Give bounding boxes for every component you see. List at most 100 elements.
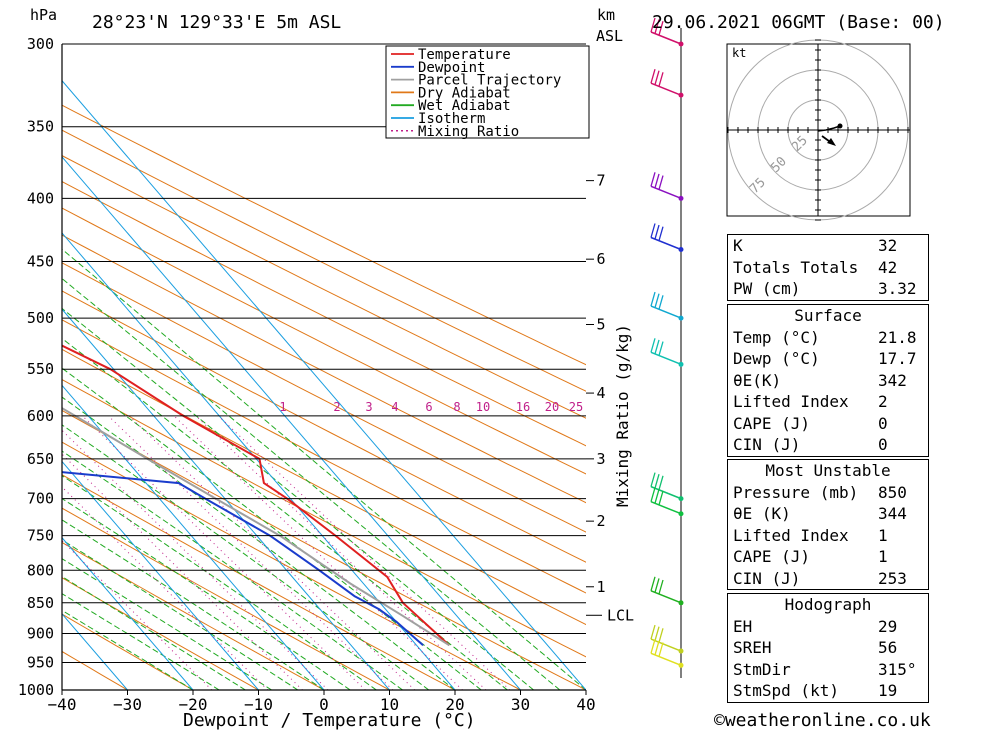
wind-barb-feather (654, 339, 660, 355)
wind-barb-feather (650, 223, 656, 238)
x-tick-label: 10 (380, 695, 399, 714)
wind-barb (650, 639, 684, 668)
km-tick-label: 5 (596, 315, 605, 333)
wet-adiabat-line (62, 475, 377, 690)
table-row-label: K (733, 236, 743, 255)
wind-barb-feather (654, 474, 660, 489)
pressure-tick-label: 600 (27, 407, 54, 425)
most-unstable-row: θE (K) 344 (728, 503, 928, 525)
table-row-label: PW (cm) (733, 279, 801, 298)
isotherm-line (62, 384, 325, 690)
pressure-tick-label: 400 (27, 189, 54, 207)
wind-barb-shaft (650, 485, 682, 500)
wind-barb-feather (654, 19, 660, 34)
wind-barb-feather (658, 226, 664, 241)
wind-barb-feather (658, 642, 664, 657)
km-tick-label: 2 (596, 512, 605, 530)
km-tick-label: 4 (596, 384, 605, 402)
wind-barb-shaft (650, 82, 682, 96)
most-unstable-row: Pressure (mb) 850 (728, 482, 928, 504)
x-tick-label: −40 (48, 695, 77, 714)
pressure-tick-label: 500 (27, 309, 54, 327)
table-row-value: 21.8 (878, 327, 917, 347)
pressure-tick-label: 450 (27, 253, 54, 271)
wind-barb-shaft (650, 501, 682, 515)
table-row-label: Lifted Index (733, 392, 849, 411)
wind-barb-shaft (650, 185, 682, 200)
wet-adiabat-line (62, 519, 325, 690)
indices-row: Totals Totals 42 (728, 257, 928, 279)
wind-barb-shaft (650, 236, 682, 251)
km-tick-label: 1 (596, 578, 605, 596)
wind-barb-dot (678, 600, 684, 606)
wind-barb-feather (658, 475, 664, 491)
wind-barb-feather (654, 293, 660, 308)
wet-adiabat-line (62, 539, 299, 690)
wind-barb-feather (658, 579, 664, 595)
mixing-ratio-tick-label: 4 (391, 400, 398, 414)
x-tick-label: 0 (319, 695, 329, 714)
wind-barb-feather (654, 626, 660, 641)
x-tick-label: 30 (511, 695, 530, 714)
wind-barb-shaft (650, 638, 682, 652)
hodograph-row: SREH 56 (728, 637, 928, 659)
wind-barb-shaft (650, 305, 682, 319)
table-row-label: CAPE (J) (733, 547, 811, 566)
wind-barb-feather (658, 341, 664, 356)
hodograph-title: Hodograph (784, 595, 872, 614)
mixing-ratio-line (62, 453, 303, 690)
surface-title: Surface (794, 306, 862, 325)
wet-adiabat-line (62, 609, 194, 690)
mixing-ratio-tick-label: 20 (545, 400, 559, 414)
wind-barb (650, 172, 684, 201)
table-row-label: StmSpd (kt) (733, 681, 839, 700)
wind-barb-feather (650, 487, 656, 502)
unit-hpa-label: hPa (30, 6, 58, 24)
legend-entry-label: Mixing Ratio (418, 124, 519, 140)
wind-barb-shaft (650, 31, 682, 45)
pressure-tick-label: 800 (27, 561, 54, 579)
legend-entry-label: Dry Adiabat (418, 85, 511, 101)
wind-barb-dot (678, 41, 684, 47)
dry-adiabat-line (62, 378, 586, 658)
wind-barb-dot (678, 496, 684, 502)
wind-barb (650, 68, 684, 98)
wind-barb-dot (678, 511, 684, 517)
table-row-value: 19 (878, 681, 898, 700)
wind-barb-feather (650, 576, 656, 591)
mixing-ratio-axis-title: Mixing Ratio (g/kg) (613, 324, 632, 507)
legend-entry-label: Parcel Trajectory (418, 73, 561, 89)
isotherm-line (62, 156, 521, 690)
unit-asl-label: ASL (596, 27, 624, 45)
wet-adiabat-line (62, 337, 508, 690)
mixing-ratio-tick-label: 2 (333, 400, 340, 414)
table-row-label: EH (733, 616, 753, 636)
isotherm-line (62, 79, 586, 690)
wet-adiabat-line (62, 277, 561, 690)
mixing-ratio-tick-label: 1 (279, 400, 286, 414)
hodograph-trace (817, 125, 841, 132)
wind-barb-dot (678, 648, 684, 654)
table-row-value: 1 (878, 547, 888, 566)
x-tick-label: −30 (113, 695, 142, 714)
hodograph-end-marker (837, 123, 843, 129)
wet-adiabat-line (62, 307, 534, 690)
table-row-label: θE (K) (733, 504, 791, 523)
legend-entry-label: Temperature (418, 47, 511, 63)
wind-barb-feather (650, 472, 656, 487)
dry-adiabat-line (62, 507, 390, 690)
km-tick-label: 7 (596, 172, 605, 190)
mixing-ratio-tick-label: 3 (365, 400, 372, 414)
hodograph-row: EH 29 (728, 616, 928, 638)
isotherm-line (62, 460, 259, 690)
wet-adiabat-line (62, 593, 220, 690)
pressure-tick-label: 550 (27, 360, 54, 378)
wind-barb-feather (658, 490, 664, 506)
wind-barb-dot (678, 662, 684, 668)
wind-barb-feather (650, 17, 656, 33)
storm-motion-arrowhead (827, 138, 836, 146)
wind-barb-feather (654, 224, 660, 240)
wind-barb-feather (650, 639, 656, 654)
pressure-tick-label: 750 (27, 527, 54, 545)
